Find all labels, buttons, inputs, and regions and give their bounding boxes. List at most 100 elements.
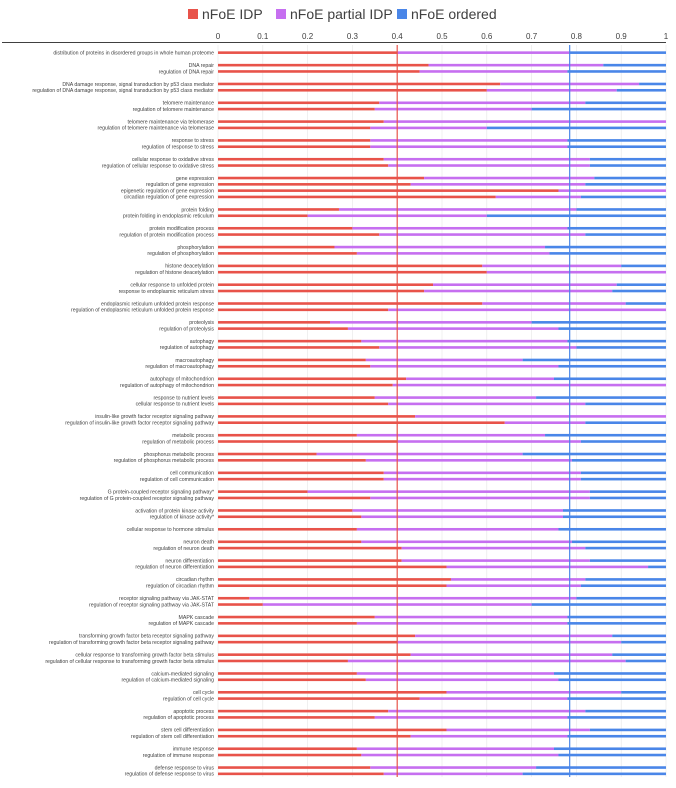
bar-segment-idp [218, 672, 357, 675]
x-tick-label: 0.9 [616, 32, 628, 41]
bar-segment-partial-idp [397, 51, 570, 54]
category-label: regulation of insulin-like growth factor… [65, 421, 214, 427]
category-label: cellular response to oxidative stress [132, 157, 215, 163]
bar-segment-partial-idp [361, 339, 568, 343]
bar-segment-partial-idp [370, 766, 537, 769]
bar-segment-idp [218, 515, 362, 519]
category-label: regulation of immune response [143, 753, 214, 759]
bar-segment-ordered [625, 302, 666, 305]
x-axis-ticks: 0 0.1 0.2 0.3 0.4 0.5 0.6 0.7 0.8 0.9 1 [216, 32, 669, 41]
category-label: regulation of MAPK cascade [149, 621, 215, 627]
bar-segment-partial-idp [495, 195, 581, 199]
bar-segment-partial-idp [347, 327, 559, 330]
x-tick-label: 0.1 [257, 32, 269, 41]
bar-segment-partial-idp [374, 615, 568, 619]
bar-segment-partial-idp [352, 509, 563, 512]
bar-segment-ordered [603, 63, 666, 67]
bar-segment-partial-idp [370, 364, 559, 368]
bar-segment-ordered [536, 396, 666, 399]
bar-segment-idp [218, 716, 375, 719]
bar-segment-idp [218, 383, 393, 387]
bar-segment-idp [218, 195, 496, 199]
bar-segment-partial-idp [361, 540, 572, 544]
category-label: telomere maintenance [163, 101, 214, 107]
bar-segment-idp [218, 678, 366, 682]
bar-segment-idp [218, 145, 371, 149]
bar-segment-idp [218, 252, 357, 255]
bar-segment-ordered [554, 672, 666, 675]
bar-segment-ordered [562, 515, 666, 519]
bar-segment-ordered [567, 697, 666, 700]
bar-segment-partial-idp [419, 70, 568, 73]
bar-segment-ordered [621, 264, 666, 268]
bar-segment-ordered [486, 126, 666, 130]
category-label: regulation of phosphorus metabolic proce… [114, 458, 215, 464]
bar-segment-idp [218, 63, 429, 67]
bar-segment-ordered [558, 364, 666, 368]
bar-segment-idp [218, 214, 308, 218]
bar-segment-partial-idp [383, 157, 590, 161]
bar-segment-ordered [585, 421, 666, 424]
bar-segment-partial-idp [410, 734, 568, 738]
bar-segment-ordered [612, 289, 666, 293]
bar-segment-ordered [621, 640, 666, 644]
category-label: calcium-mediated signaling [151, 671, 214, 677]
bar-segment-idp [218, 622, 357, 625]
category-label: protein modification process [149, 226, 214, 232]
category-label: regulation of stem cell differentiation [131, 734, 214, 740]
bar-segment-ordered [554, 377, 666, 381]
bar-segment-partial-idp [482, 302, 626, 305]
bar-segment-ordered [549, 252, 666, 255]
bar-segment-partial-idp [446, 690, 622, 694]
category-label: autophagy [190, 339, 215, 345]
bar-segment-ordered [545, 245, 666, 249]
category-label: regulation of G protein-coupled receptor… [80, 496, 215, 502]
bar-segment-ordered [571, 540, 666, 544]
bar-segment-partial-idp [370, 145, 568, 149]
bar-segment-ordered [616, 283, 666, 287]
bar-segment-ordered [567, 70, 666, 73]
category-label: macroautophagy [175, 358, 214, 364]
category-label: regulation of kinase activity* [150, 515, 214, 521]
category-label: proteolysis [189, 320, 214, 326]
bar-segment-partial-idp [356, 747, 554, 751]
bar-segment-partial-idp [388, 709, 586, 713]
bar-segment-idp [218, 321, 330, 324]
category-label: regulation of autophagy [160, 345, 215, 351]
bar-segment-ordered [589, 496, 666, 500]
category-label: circadian rhythm [176, 577, 214, 583]
bar-segment-ordered [589, 728, 666, 732]
bar-segment-partial-idp [410, 653, 613, 656]
bar-segment-partial-idp [428, 63, 604, 67]
bar-segment-partial-idp [379, 101, 586, 105]
bar-segment-ordered [531, 603, 666, 606]
category-label: defense response to virus [155, 765, 215, 771]
bar-segment-ordered [569, 51, 666, 54]
bar-segment-idp [218, 302, 483, 305]
bar-segment-partial-idp [361, 515, 563, 519]
bar-segment-partial-idp [388, 308, 666, 312]
bar-segment-partial-idp [374, 396, 537, 399]
bar-segment-partial-idp [356, 622, 568, 625]
category-label: neuron differentiation [165, 558, 214, 564]
bar-segment-partial-idp [486, 270, 666, 274]
category-label: response to nutrient levels [153, 395, 214, 401]
bar-segment-partial-idp [365, 459, 572, 462]
bar-segment-idp [218, 183, 411, 186]
bar-segment-idp [218, 283, 434, 287]
bar-segment-idp [218, 233, 380, 236]
chart-legend: nFoE IDP nFoE partial IDP nFoE ordered [188, 6, 497, 22]
bar-segment-partial-idp [486, 88, 617, 92]
bar-segment-ordered [567, 615, 666, 619]
bar-segment-partial-idp [383, 471, 581, 475]
bar-segment-partial-idp [370, 139, 568, 142]
bar-segment-ordered [585, 546, 666, 550]
x-tick-label: 0.2 [302, 32, 314, 41]
category-label: phosphorus metabolic process [144, 452, 215, 458]
bar-segment-ordered [648, 565, 666, 569]
bar-segment-partial-idp [446, 565, 649, 569]
bar-segment-idp [218, 101, 380, 105]
bar-segment-idp [218, 402, 389, 406]
bar-segment-ordered [580, 477, 666, 481]
